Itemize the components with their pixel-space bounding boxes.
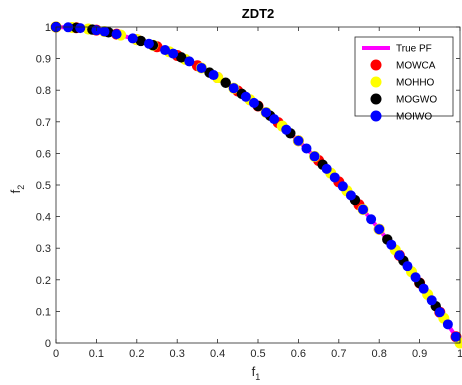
moiwo-point [240,91,251,102]
y-axis-ticks: 0 0.1 0.2 0.3 0.4 0.5 0.6 0.7 0.8 0.9 1 [36,22,460,350]
x-tick-label: 0.1 [89,348,104,360]
legend-label: MOWCA [396,61,436,72]
y-axis-label-main: f [8,189,23,193]
moiwo-point [321,163,332,174]
moiwo-point [293,135,304,146]
moiwo-point [329,172,340,183]
legend-swatch-moiwo [370,110,382,122]
moiwo-point [410,272,421,283]
y-tick-label: 0.2 [36,275,51,287]
x-axis-ticks: 0 0.1 0.2 0.3 0.4 0.5 0.6 0.7 0.8 0.9 1 [53,27,462,360]
chart-title: ZDT2 [242,6,275,21]
legend-swatch-mowca [370,59,382,71]
moiwo-point [196,62,207,73]
moiwo-point [366,214,377,225]
moiwo-point [127,33,138,44]
moiwo-point [281,124,292,135]
moiwo-point [434,307,445,318]
moiwo-point [345,190,356,201]
y-tick-label: 0.5 [36,180,51,192]
moiwo-point [160,45,171,56]
moiwo-point [269,114,280,125]
x-tick-label: 0 [53,348,59,360]
x-tick-label: 1 [457,348,462,360]
y-tick-label: 0.6 [36,148,51,160]
y-tick-label: 0 [45,338,51,350]
moiwo-point [143,38,154,49]
y-tick-label: 0.4 [36,212,51,224]
moiwo-point [248,97,259,108]
series-moiwo [51,22,461,342]
x-tick-label: 0.9 [412,348,427,360]
svg-text:f1: f1 [252,364,261,382]
x-tick-label: 0.7 [331,348,346,360]
x-axis-label: f1 [252,364,261,382]
y-axis-label: f2 [8,185,26,194]
moiwo-point [184,56,195,67]
moiwo-point [402,261,413,272]
mogwo-point [176,52,187,63]
legend-label: True PF [396,44,432,55]
svg-text:f2: f2 [8,185,26,194]
y-tick-label: 1 [45,22,51,34]
legend-swatch-mogwo [370,93,382,105]
legend-label: MOHHO [396,78,435,89]
y-tick-label: 0.9 [36,54,51,66]
y-axis-label-subscript: 2 [16,185,26,190]
moiwo-point [418,283,429,294]
x-tick-label: 0.3 [170,348,185,360]
moiwo-point [208,70,219,81]
x-axis-label-main: f [252,364,256,379]
x-tick-label: 0.8 [372,348,387,360]
moiwo-point [309,151,320,162]
moiwo-point [394,250,405,261]
moiwo-point [111,29,122,40]
x-tick-label: 0.6 [291,348,306,360]
y-tick-label: 0.3 [36,243,51,255]
moiwo-point [99,26,110,37]
x-tick-label: 0.5 [250,348,265,360]
moiwo-point [261,107,272,118]
legend-box [354,36,454,117]
legend-swatch-mohho [370,76,382,88]
moiwo-point [168,48,179,59]
mogwo-point [135,35,147,47]
x-axis-label-subscript: 1 [255,372,260,382]
moiwo-point [442,319,453,330]
moiwo-point [358,204,369,215]
moiwo-point [426,295,437,306]
mogwo-point [220,77,231,88]
y-tick-label: 0.8 [36,85,51,97]
moiwo-point [374,224,385,235]
moiwo-point [301,143,312,154]
legend-label: MOIWO [396,112,432,123]
legend: True PF MOWCA MOHHO MOGWO MOIWO [354,36,454,123]
legend-label: MOGWO [396,95,437,106]
y-tick-label: 0.7 [36,117,51,129]
y-tick-label: 0.1 [36,306,51,318]
moiwo-point [450,331,461,342]
moiwo-point [75,23,86,34]
x-tick-label: 0.2 [129,348,144,360]
x-tick-label: 0.4 [210,348,225,360]
moiwo-point [337,181,348,192]
moiwo-point [386,239,397,250]
moiwo-point [228,83,239,94]
chart-marks [50,21,462,349]
